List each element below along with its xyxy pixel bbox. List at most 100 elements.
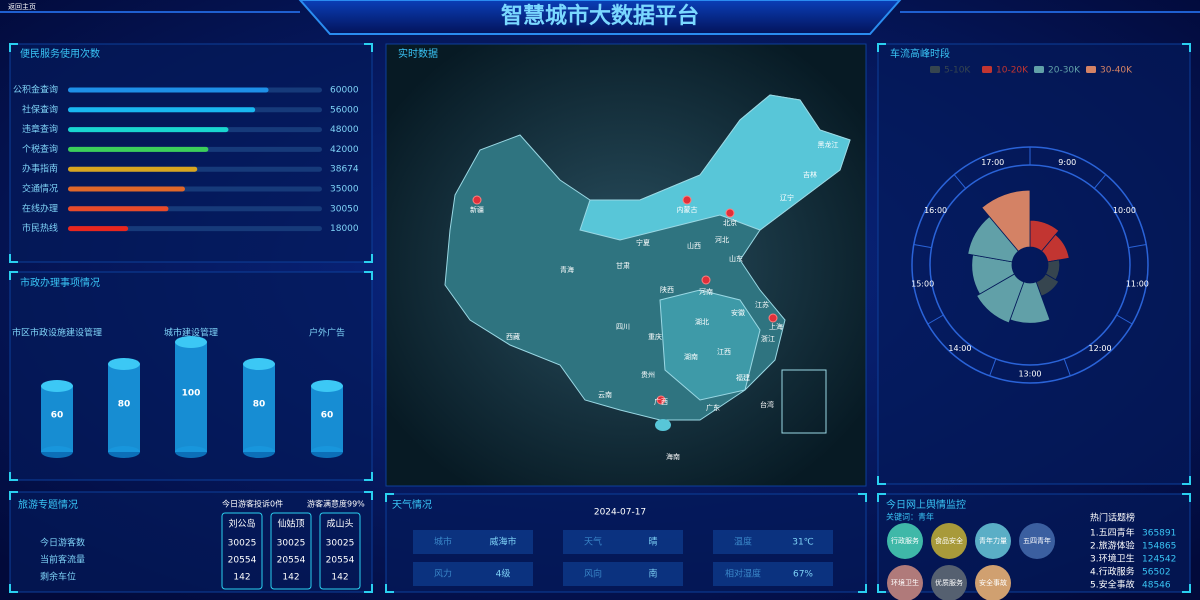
tag-label: 优质服务 — [935, 578, 963, 587]
category-label: 市民热线 — [22, 222, 58, 234]
map-marker — [656, 395, 666, 405]
cylinder — [41, 386, 73, 452]
complaints: 今日游客投诉0件 — [222, 499, 283, 509]
map-label: 广东 — [706, 403, 720, 412]
legend-swatch — [930, 66, 940, 73]
bar — [68, 127, 229, 133]
table-column — [319, 512, 361, 590]
category-label: 社保查询 — [22, 103, 58, 115]
satisfaction: 游客满意度99% — [307, 499, 365, 509]
bar — [68, 186, 185, 192]
value-label: 80 — [118, 400, 131, 410]
table-cell: 142 — [331, 573, 348, 583]
table-cell: 20554 — [228, 556, 257, 566]
header-banner — [298, 0, 902, 35]
map-label: 新疆 — [470, 205, 484, 214]
category-label: 个税查询 — [22, 143, 58, 155]
tag-bubble — [931, 565, 967, 600]
panel-title: 天气情况 — [392, 498, 432, 511]
map-label: 山东 — [729, 254, 743, 263]
value-label: 18000 — [330, 224, 359, 234]
rose-slice — [976, 273, 1025, 324]
map-marker — [682, 195, 692, 205]
category-label: 市区市政设施建设管理 — [12, 327, 102, 339]
map-marker — [725, 208, 735, 218]
tag-bubble — [887, 523, 923, 559]
panel — [9, 491, 373, 593]
category-label: 交通情况 — [22, 183, 58, 195]
rose-slice — [981, 189, 1031, 252]
category-label: 违章查询 — [22, 123, 58, 135]
map-region — [659, 289, 761, 401]
page-title: 智慧城市大数据平台 — [501, 3, 699, 29]
hot-label: 3.环境卫生 — [1090, 553, 1135, 565]
tag-bubble — [887, 565, 923, 600]
hour-label: 17:00 — [981, 158, 1004, 167]
weather-label: 温度 — [734, 536, 752, 548]
bar — [68, 87, 269, 93]
legend-label: 20-30K — [1048, 66, 1081, 76]
map-label: 内蒙古 — [677, 205, 698, 214]
map-label: 青海 — [560, 265, 574, 274]
weather-label: 天气 — [584, 536, 602, 548]
hour-label: 15:00 — [911, 279, 934, 288]
cylinder — [243, 364, 275, 452]
map-label: 吉林 — [803, 170, 817, 179]
cylinder-top — [41, 380, 73, 392]
corner-decoration — [877, 43, 1191, 485]
map-label: 上海 — [769, 322, 783, 331]
map-label: 陕西 — [660, 285, 674, 294]
ring-divider — [989, 358, 997, 377]
legend-label: 30-40K — [1100, 66, 1133, 76]
corner-decoration — [877, 493, 1191, 593]
table-cell: 20554 — [326, 556, 355, 566]
column-header: 刘公岛 — [228, 518, 255, 530]
hour-label: 11:00 — [1126, 279, 1149, 288]
rose-slice — [967, 216, 1019, 263]
category-label: 办事指南 — [22, 163, 58, 175]
hour-label: 9:00 — [1058, 158, 1076, 167]
hour-label: 10:00 — [1113, 206, 1136, 215]
map-label: 重庆 — [648, 332, 662, 341]
cylinder — [175, 342, 207, 452]
value-label: 80 — [253, 400, 266, 410]
cylinder-top — [108, 358, 140, 370]
weather-value: 67% — [793, 570, 813, 580]
cylinder — [108, 364, 140, 452]
category-label: 在线办理 — [22, 202, 58, 214]
tag-label: 青年力量 — [979, 536, 1007, 545]
tag-bubble — [975, 523, 1011, 559]
legend-swatch — [1034, 66, 1044, 73]
table-cell: 20554 — [277, 556, 306, 566]
weather-label: 风向 — [584, 568, 602, 580]
cylinder-top — [311, 380, 343, 392]
value-label: 60000 — [330, 86, 359, 96]
row-label: 剩余车位 — [40, 571, 76, 583]
map-label: 福建 — [736, 373, 750, 382]
table-cell: 142 — [233, 573, 250, 583]
map-region — [579, 94, 851, 241]
panel-title: 实时数据 — [398, 47, 438, 60]
cylinder-top — [243, 358, 275, 370]
weather-value: 4级 — [496, 568, 511, 580]
tag-label: 环境卫生 — [891, 578, 919, 587]
map-label: 湖南 — [684, 352, 698, 361]
map-label: 西藏 — [506, 332, 520, 341]
weather-label: 城市 — [434, 536, 452, 548]
back-link[interactable]: 返回主页 — [8, 2, 36, 11]
weather-cell — [413, 530, 533, 554]
ring-divider — [1093, 174, 1107, 189]
value-label: 60 — [51, 411, 64, 421]
bar — [68, 146, 209, 152]
value-label: 56000 — [330, 105, 359, 115]
rose-slice — [1029, 219, 1060, 252]
map-label: 黑龙江 — [818, 140, 839, 149]
tag-bubble — [975, 565, 1011, 600]
cylinder-top — [175, 336, 207, 348]
bar-track — [68, 226, 322, 232]
category-label: 户外广告 — [309, 327, 345, 339]
bar — [68, 206, 169, 212]
legend-swatch — [1086, 66, 1096, 73]
